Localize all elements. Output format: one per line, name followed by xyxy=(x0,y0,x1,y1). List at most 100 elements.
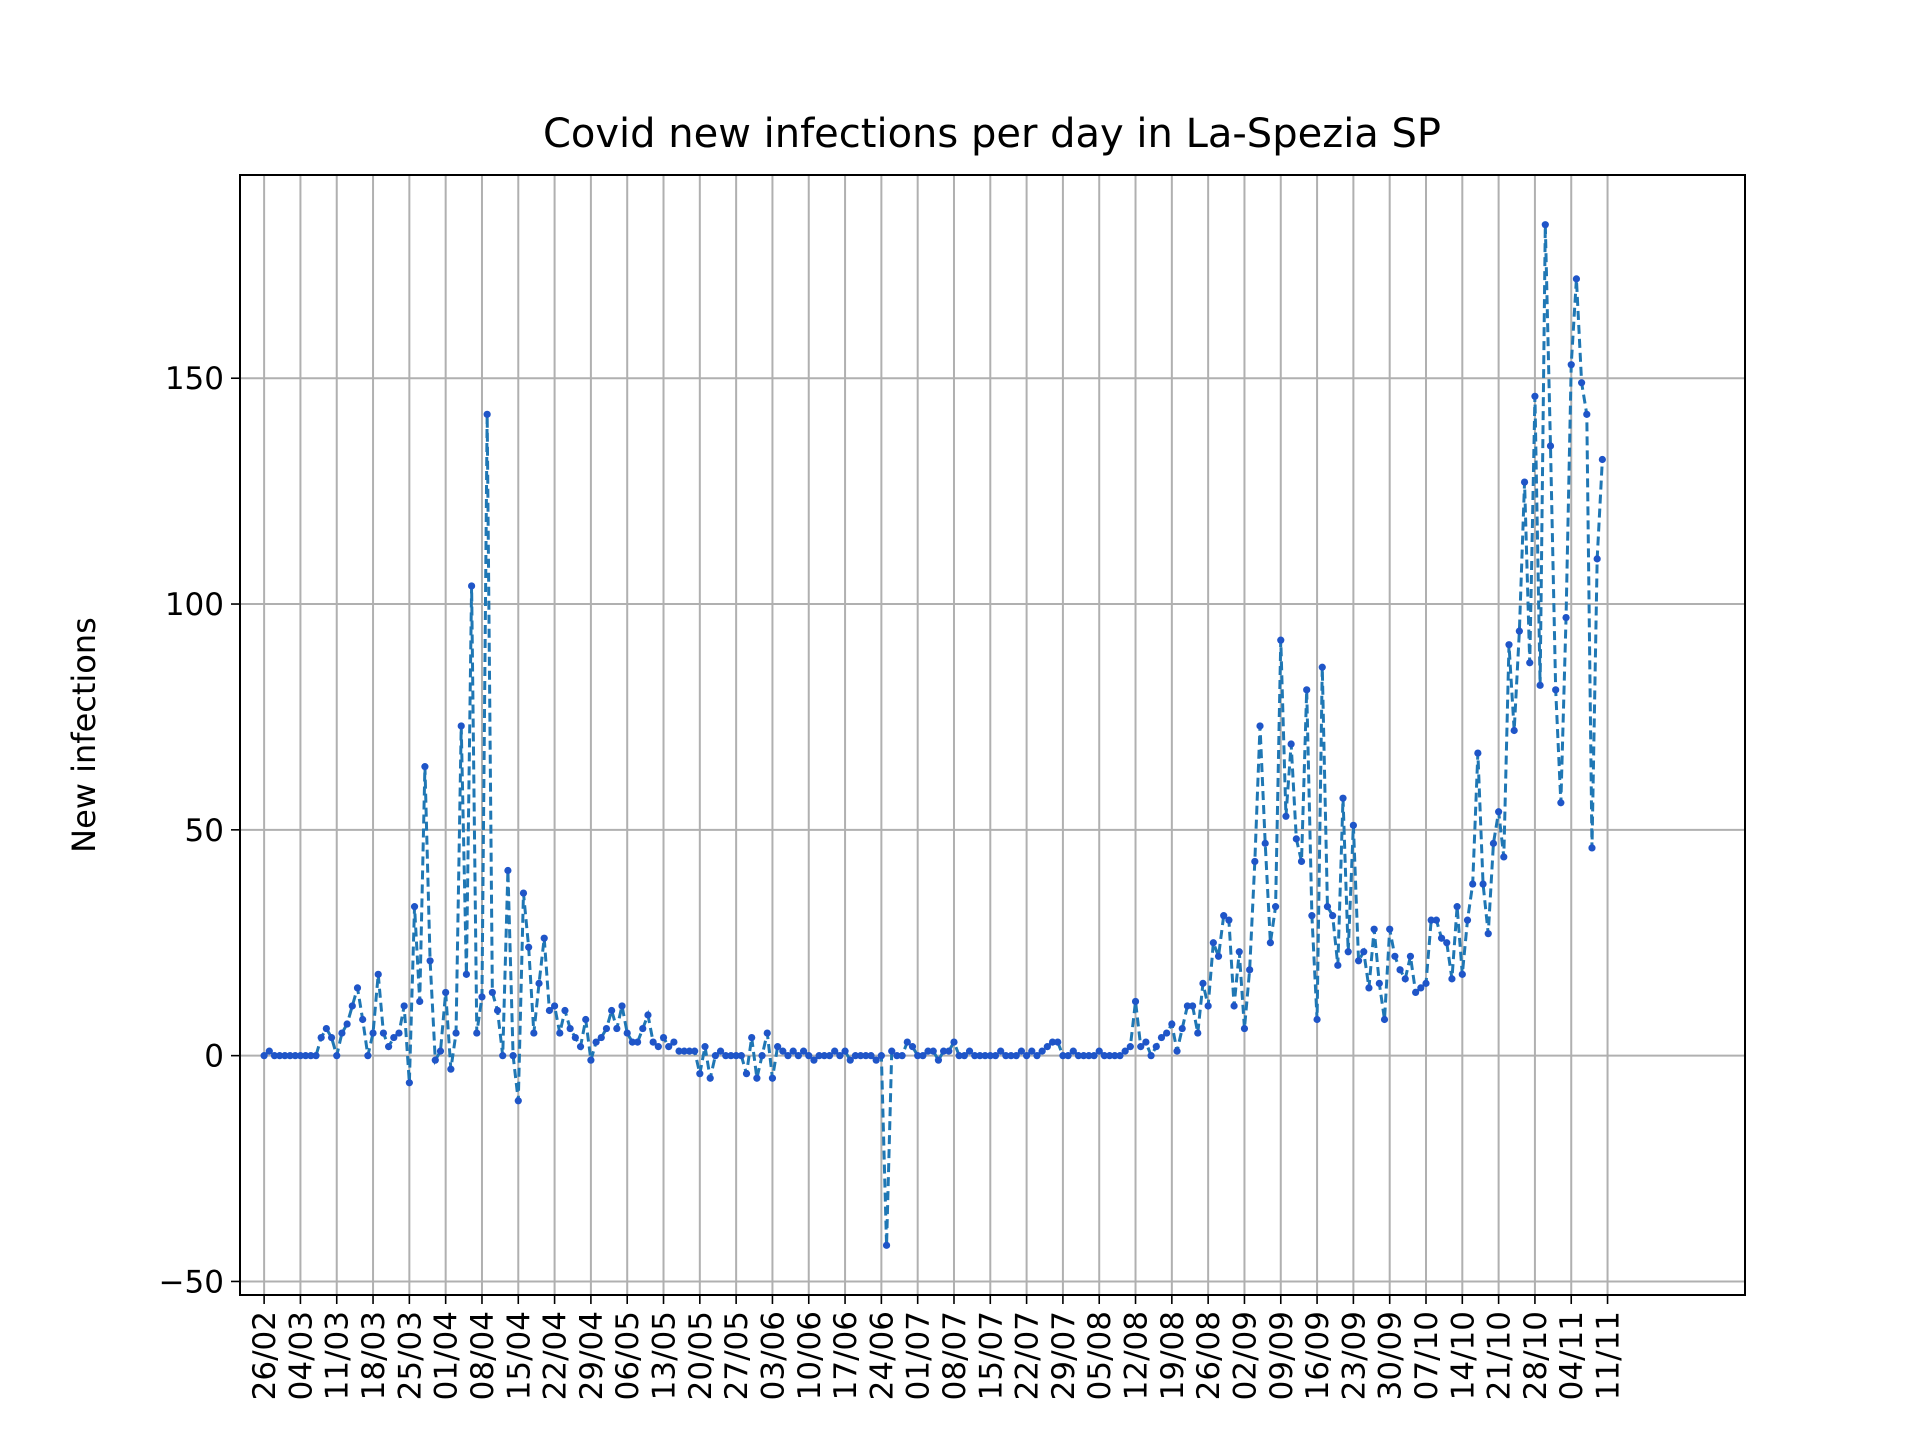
y-axis: −50 0 50 100 150 xyxy=(159,361,240,1300)
x-tick-label: 08/07 xyxy=(937,1311,973,1400)
x-tick-label: 07/10 xyxy=(1409,1311,1445,1400)
data-point xyxy=(1292,835,1300,843)
data-point xyxy=(758,1052,766,1060)
data-point xyxy=(680,1047,688,1055)
data-point xyxy=(1271,903,1280,911)
data-point xyxy=(270,1052,279,1060)
data-point xyxy=(633,1038,642,1046)
data-point xyxy=(1360,948,1368,956)
data-point xyxy=(1562,613,1570,622)
data-point xyxy=(504,866,512,875)
data-point xyxy=(1401,975,1409,983)
data-point xyxy=(561,1006,569,1015)
data-point xyxy=(779,1047,787,1055)
data-point xyxy=(737,1052,745,1060)
data-point xyxy=(1588,844,1596,852)
data-point xyxy=(934,1056,943,1064)
data-point xyxy=(1007,1052,1015,1060)
x-tick-label: 15/04 xyxy=(501,1311,537,1400)
x-tick-label: 11/11 xyxy=(1591,1311,1627,1400)
data-point xyxy=(1396,966,1404,974)
data-point xyxy=(1593,555,1601,563)
data-point xyxy=(1541,221,1549,229)
data-point xyxy=(410,903,419,911)
data-point xyxy=(1520,478,1529,486)
data-point xyxy=(1105,1052,1114,1060)
data-point xyxy=(929,1047,937,1055)
data-point xyxy=(1100,1052,1109,1060)
data-point xyxy=(1453,903,1461,911)
data-point xyxy=(955,1052,963,1060)
data-point xyxy=(1484,930,1492,938)
data-point xyxy=(1370,925,1378,933)
data-point xyxy=(768,1074,777,1082)
data-point xyxy=(867,1052,875,1060)
data-point xyxy=(1583,410,1591,418)
data-point xyxy=(898,1052,906,1060)
x-tick-label: 21/10 xyxy=(1482,1311,1518,1400)
y-tick-label: 100 xyxy=(165,587,224,623)
data-point xyxy=(597,1033,605,1042)
data-point xyxy=(1074,1052,1083,1060)
x-tick-label: 25/03 xyxy=(392,1311,428,1400)
data-point xyxy=(1214,952,1223,960)
x-gridlines xyxy=(263,175,1609,1295)
data-point xyxy=(659,1033,668,1042)
data-point xyxy=(763,1029,771,1037)
data-point xyxy=(1469,880,1477,888)
data-point xyxy=(364,1052,372,1060)
data-point xyxy=(701,1043,709,1051)
data-point xyxy=(851,1052,860,1060)
data-point xyxy=(831,1047,839,1055)
data-point xyxy=(940,1047,948,1055)
data-point xyxy=(493,1006,502,1015)
data-point xyxy=(722,1052,730,1060)
data-point xyxy=(1339,794,1347,802)
x-tick-label: 19/08 xyxy=(1155,1311,1191,1400)
data-point xyxy=(582,1015,590,1024)
data-point xyxy=(1515,627,1523,635)
data-point xyxy=(338,1029,346,1037)
data-point xyxy=(1023,1052,1031,1060)
data-point xyxy=(649,1038,657,1046)
data-point xyxy=(1173,1047,1181,1055)
data-point xyxy=(379,1029,388,1037)
data-point xyxy=(296,1052,305,1060)
data-point xyxy=(685,1047,694,1055)
x-tick-label: 06/05 xyxy=(610,1311,646,1400)
data-point xyxy=(748,1033,756,1042)
data-point xyxy=(1406,952,1415,960)
data-point xyxy=(1178,1024,1186,1033)
data-point xyxy=(1054,1038,1062,1046)
data-point xyxy=(1479,880,1487,888)
data-point xyxy=(545,1006,554,1015)
data-point xyxy=(431,1056,439,1064)
data-point xyxy=(353,984,362,992)
data-point xyxy=(462,970,471,978)
data-point xyxy=(1500,853,1508,861)
data-point xyxy=(1380,1015,1389,1024)
data-point xyxy=(473,1029,481,1037)
data-point xyxy=(333,1052,341,1060)
data-point xyxy=(1131,997,1140,1006)
data-point xyxy=(499,1052,507,1060)
data-point xyxy=(1225,916,1233,924)
data-point xyxy=(467,582,476,590)
data-point xyxy=(327,1033,336,1042)
data-point xyxy=(732,1052,740,1060)
data-point xyxy=(488,988,496,997)
x-tick-label: 20/05 xyxy=(683,1311,719,1400)
data-point xyxy=(914,1052,922,1060)
x-tick-label: 01/04 xyxy=(429,1311,465,1400)
data-point xyxy=(1064,1052,1072,1060)
data-point xyxy=(1266,939,1274,947)
x-axis: 26/02 04/03 11/03 18/03 25/03 01/04 08/04 15/04… xyxy=(247,1295,1627,1400)
data-point xyxy=(1194,1029,1202,1037)
data-point xyxy=(799,1047,808,1055)
data-point xyxy=(1354,957,1363,965)
data-point xyxy=(260,1052,268,1060)
data-point xyxy=(576,1043,585,1051)
data-point xyxy=(893,1052,901,1060)
